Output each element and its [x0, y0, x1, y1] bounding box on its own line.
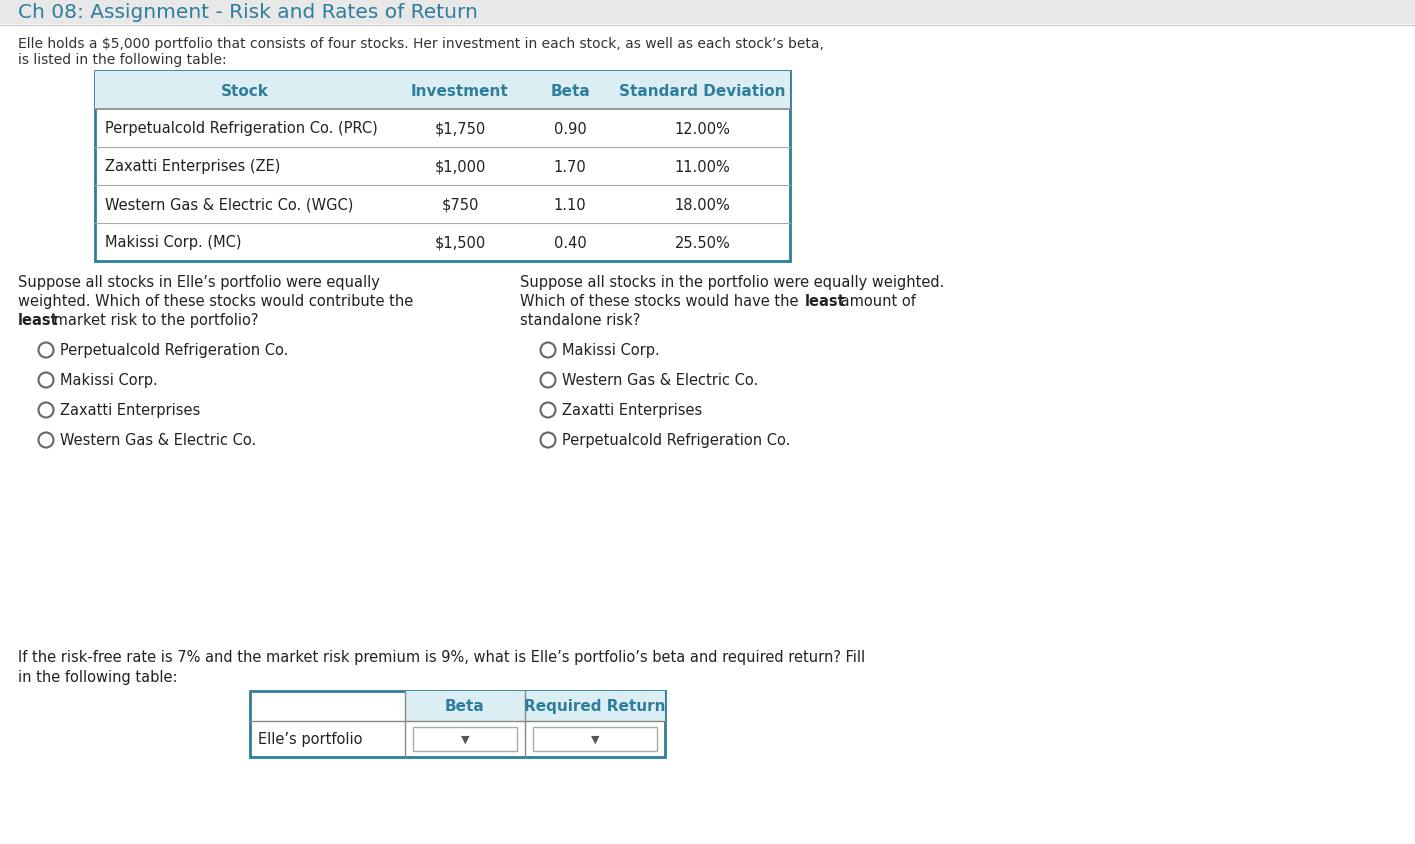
Text: Suppose all stocks in the portfolio were equally weighted.: Suppose all stocks in the portfolio were… [519, 274, 944, 289]
Text: If the risk-free rate is 7% and the market risk premium is 9%, what is Elle’s po: If the risk-free rate is 7% and the mark… [18, 649, 865, 664]
Text: least: least [805, 294, 846, 309]
Text: Which of these stocks would have the: Which of these stocks would have the [519, 294, 804, 309]
Text: ▼: ▼ [461, 734, 470, 744]
Text: Beta: Beta [550, 84, 590, 99]
Text: Perpetualcold Refrigeration Co.: Perpetualcold Refrigeration Co. [61, 344, 289, 358]
Text: Required Return: Required Return [524, 699, 665, 714]
FancyBboxPatch shape [95, 72, 790, 262]
Text: $1,000: $1,000 [434, 160, 485, 175]
Text: Ch 08: Assignment - Risk and Rates of Return: Ch 08: Assignment - Risk and Rates of Re… [18, 3, 478, 23]
Text: Western Gas & Electric Co.: Western Gas & Electric Co. [61, 433, 256, 448]
FancyBboxPatch shape [0, 0, 1415, 25]
Text: Elle holds a $5,000 portfolio that consists of four stocks. Her investment in ea: Elle holds a $5,000 portfolio that consi… [18, 37, 824, 51]
Text: Zaxatti Enterprises (ZE): Zaxatti Enterprises (ZE) [105, 160, 280, 175]
Text: 0.90: 0.90 [553, 122, 586, 137]
Text: amount of: amount of [836, 294, 916, 309]
Text: Investment: Investment [412, 84, 509, 99]
Text: Zaxatti Enterprises: Zaxatti Enterprises [563, 403, 703, 418]
Text: Western Gas & Electric Co.: Western Gas & Electric Co. [563, 373, 758, 388]
Text: 18.00%: 18.00% [675, 197, 730, 212]
Text: Suppose all stocks in Elle’s portfolio were equally: Suppose all stocks in Elle’s portfolio w… [18, 274, 379, 289]
Text: in the following table:: in the following table: [18, 669, 177, 684]
FancyBboxPatch shape [533, 728, 657, 751]
Text: Makissi Corp.: Makissi Corp. [563, 344, 661, 358]
FancyBboxPatch shape [250, 691, 665, 757]
Text: Elle’s portfolio: Elle’s portfolio [258, 732, 362, 747]
Text: Zaxatti Enterprises: Zaxatti Enterprises [61, 403, 201, 418]
FancyBboxPatch shape [413, 728, 516, 751]
Text: Makissi Corp. (MC): Makissi Corp. (MC) [105, 235, 242, 250]
Text: 11.00%: 11.00% [675, 160, 730, 175]
Text: least: least [18, 312, 59, 327]
Text: ▼: ▼ [590, 734, 599, 744]
Text: market risk to the portfolio?: market risk to the portfolio? [50, 312, 259, 327]
Text: 1.10: 1.10 [553, 197, 586, 212]
Text: $750: $750 [441, 197, 478, 212]
Text: Makissi Corp.: Makissi Corp. [61, 373, 158, 388]
Text: Beta: Beta [446, 699, 485, 714]
Text: Perpetualcold Refrigeration Co.: Perpetualcold Refrigeration Co. [563, 433, 791, 448]
Text: weighted. Which of these stocks would contribute the: weighted. Which of these stocks would co… [18, 294, 413, 309]
Text: $1,500: $1,500 [434, 235, 485, 250]
FancyBboxPatch shape [95, 72, 790, 110]
Text: is listed in the following table:: is listed in the following table: [18, 53, 226, 67]
Text: Stock: Stock [221, 84, 269, 99]
Text: Standard Deviation: Standard Deviation [620, 84, 785, 99]
Text: $1,750: $1,750 [434, 122, 485, 137]
Text: 0.40: 0.40 [553, 235, 586, 250]
Text: Perpetualcold Refrigeration Co. (PRC): Perpetualcold Refrigeration Co. (PRC) [105, 122, 378, 137]
FancyBboxPatch shape [405, 691, 665, 721]
Text: standalone risk?: standalone risk? [519, 312, 641, 327]
Text: 1.70: 1.70 [553, 160, 586, 175]
Text: 25.50%: 25.50% [675, 235, 730, 250]
Text: 12.00%: 12.00% [675, 122, 730, 137]
Text: Western Gas & Electric Co. (WGC): Western Gas & Electric Co. (WGC) [105, 197, 354, 212]
